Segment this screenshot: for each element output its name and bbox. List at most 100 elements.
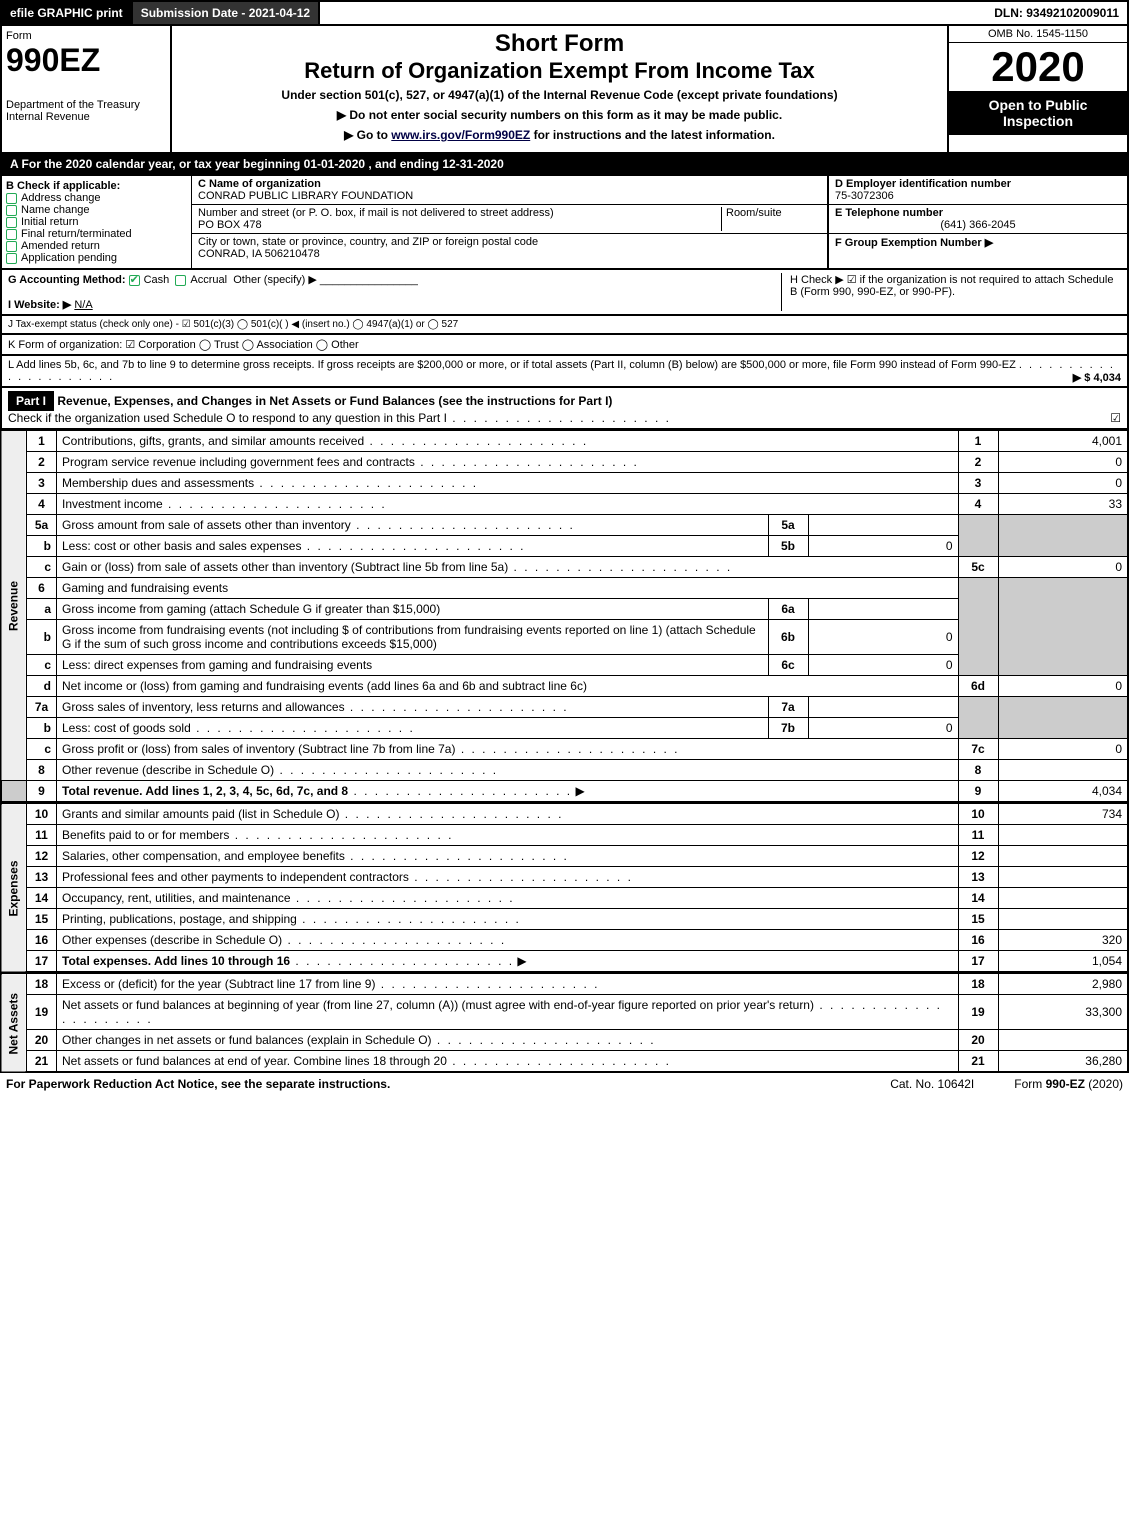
expenses-table: Expenses 10Grants and similar amounts pa… bbox=[0, 803, 1129, 973]
section-B: B Check if applicable: Address change Na… bbox=[2, 176, 192, 268]
ln7a-val bbox=[808, 697, 958, 718]
chk-final-return[interactable] bbox=[6, 229, 17, 240]
efile-print-button[interactable]: efile GRAPHIC print bbox=[2, 2, 133, 24]
g-label: G Accounting Method: bbox=[8, 274, 126, 286]
ln7b-desc: Less: cost of goods sold bbox=[62, 721, 191, 735]
section-DEF: D Employer identification number 75-3072… bbox=[827, 176, 1127, 268]
ln13-desc: Professional fees and other payments to … bbox=[62, 870, 409, 884]
form-header: Form 990EZ Department of the Treasury In… bbox=[0, 26, 1129, 154]
pra-notice: For Paperwork Reduction Act Notice, see … bbox=[6, 1077, 390, 1091]
ln3-desc: Membership dues and assessments bbox=[62, 476, 254, 490]
ln17-val: 1,054 bbox=[998, 951, 1128, 973]
ln5c-desc: Gain or (loss) from sale of assets other… bbox=[62, 560, 508, 574]
ln10-val: 734 bbox=[998, 804, 1128, 825]
c-city-label: City or town, state or province, country… bbox=[198, 236, 538, 248]
netassets-table: Net Assets 18Excess or (deficit) for the… bbox=[0, 973, 1129, 1073]
ln20-desc: Other changes in net assets or fund bala… bbox=[62, 1033, 432, 1047]
g-other: Other (specify) ▶ bbox=[233, 274, 317, 286]
l-text: L Add lines 5b, 6c, and 7b to line 9 to … bbox=[8, 359, 1016, 371]
part1-checked: ☑ bbox=[1110, 411, 1121, 425]
dln: DLN: 93492102009011 bbox=[986, 2, 1127, 24]
part1-check-text: Check if the organization used Schedule … bbox=[8, 411, 447, 425]
subtitle: Under section 501(c), 527, or 4947(a)(1)… bbox=[180, 88, 939, 102]
ln2-val: 0 bbox=[998, 452, 1128, 473]
form-word: Form bbox=[6, 30, 166, 42]
chk-amended[interactable] bbox=[6, 241, 17, 252]
ln1-ref: 1 bbox=[958, 431, 998, 452]
chk-name-change[interactable] bbox=[6, 205, 17, 216]
ln7a-desc: Gross sales of inventory, less returns a… bbox=[62, 700, 345, 714]
goto-pre: ▶ Go to bbox=[344, 128, 391, 142]
ln3-val: 0 bbox=[998, 473, 1128, 494]
b-final: Final return/terminated bbox=[21, 228, 132, 240]
ln20-val bbox=[998, 1030, 1128, 1051]
row-J: J Tax-exempt status (check only one) - ☑… bbox=[0, 316, 1129, 335]
ln18-val: 2,980 bbox=[998, 974, 1128, 995]
tax-year: 2020 bbox=[949, 43, 1127, 91]
ln6b-val: 0 bbox=[808, 620, 958, 655]
irs-link[interactable]: www.irs.gov/Form990EZ bbox=[391, 128, 530, 142]
ln1-num: 1 bbox=[27, 431, 57, 452]
ln1-desc: Contributions, gifts, grants, and simila… bbox=[62, 434, 364, 448]
org-info-grid: B Check if applicable: Address change Na… bbox=[0, 176, 1129, 270]
ln6c-desc: Less: direct expenses from gaming and fu… bbox=[62, 658, 372, 672]
ln6d-desc: Net income or (loss) from gaming and fun… bbox=[62, 679, 587, 693]
phone-value: (641) 366-2045 bbox=[835, 219, 1121, 231]
b-pending: Application pending bbox=[21, 252, 117, 264]
ln8-val bbox=[998, 760, 1128, 781]
g-cash: Cash bbox=[144, 274, 170, 286]
chk-accrual[interactable] bbox=[175, 275, 186, 286]
l-amount: ▶ $ 4,034 bbox=[1073, 371, 1121, 384]
row-K: K Form of organization: ☑ Corporation ◯ … bbox=[0, 335, 1129, 356]
ln16-desc: Other expenses (describe in Schedule O) bbox=[62, 933, 282, 947]
b-initial: Initial return bbox=[21, 216, 78, 228]
short-form-title: Short Form bbox=[180, 30, 939, 58]
chk-cash[interactable] bbox=[129, 275, 140, 286]
row-L: L Add lines 5b, 6c, and 7b to line 9 to … bbox=[0, 356, 1129, 388]
ln6-desc: Gaming and fundraising events bbox=[57, 578, 959, 599]
part1-heading: Revenue, Expenses, and Changes in Net As… bbox=[57, 394, 612, 408]
chk-initial-return[interactable] bbox=[6, 217, 17, 228]
b-addr: Address change bbox=[21, 192, 101, 204]
ln14-val bbox=[998, 888, 1128, 909]
revenue-table: Revenue 1 Contributions, gifts, grants, … bbox=[0, 430, 1129, 803]
f-group-label: F Group Exemption Number ▶ bbox=[835, 237, 993, 249]
b-label: B Check if applicable: bbox=[6, 180, 187, 192]
ln5b-desc: Less: cost or other basis and sales expe… bbox=[62, 539, 301, 553]
ln9-desc: Total revenue. Add lines 1, 2, 3, 4, 5c,… bbox=[62, 784, 348, 798]
h-box: H Check ▶ ☑ if the organization is not r… bbox=[781, 273, 1121, 311]
chk-pending[interactable] bbox=[6, 253, 17, 264]
ssn-note: ▶ Do not enter social security numbers o… bbox=[180, 108, 939, 122]
ln2-desc: Program service revenue including govern… bbox=[62, 455, 415, 469]
form-code: 990EZ bbox=[6, 42, 166, 79]
ln6c-val: 0 bbox=[808, 655, 958, 676]
chk-address-change[interactable] bbox=[6, 193, 17, 204]
i-label: I Website: ▶ bbox=[8, 299, 71, 311]
org-name: CONRAD PUBLIC LIBRARY FOUNDATION bbox=[198, 190, 413, 202]
omb-number: OMB No. 1545-1150 bbox=[949, 26, 1127, 43]
ln7b-val: 0 bbox=[808, 718, 958, 739]
ln1-val: 4,001 bbox=[998, 431, 1128, 452]
ln21-desc: Net assets or fund balances at end of ye… bbox=[62, 1054, 447, 1068]
c-name-label: C Name of organization bbox=[198, 178, 321, 190]
netassets-label: Net Assets bbox=[1, 974, 27, 1073]
ln5c-val: 0 bbox=[998, 557, 1128, 578]
cat-no: Cat. No. 10642I bbox=[890, 1077, 974, 1091]
e-phone-label: E Telephone number bbox=[835, 207, 943, 219]
c-street-label: Number and street (or P. O. box, if mail… bbox=[198, 207, 554, 219]
return-title: Return of Organization Exempt From Incom… bbox=[180, 58, 939, 84]
ln11-desc: Benefits paid to or for members bbox=[62, 828, 229, 842]
ln7c-val: 0 bbox=[998, 739, 1128, 760]
ln4-val: 33 bbox=[998, 494, 1128, 515]
footer: For Paperwork Reduction Act Notice, see … bbox=[0, 1073, 1129, 1095]
website-value: N/A bbox=[74, 299, 92, 311]
room-suite-label: Room/suite bbox=[721, 207, 821, 231]
ln6a-val bbox=[808, 599, 958, 620]
ln11-val bbox=[998, 825, 1128, 846]
ln7c-desc: Gross profit or (loss) from sales of inv… bbox=[62, 742, 455, 756]
ln6a-desc: Gross income from gaming (attach Schedul… bbox=[62, 602, 440, 616]
ln21-val: 36,280 bbox=[998, 1051, 1128, 1073]
b-name: Name change bbox=[21, 204, 90, 216]
goto-note: ▶ Go to www.irs.gov/Form990EZ for instru… bbox=[180, 128, 939, 142]
expenses-label: Expenses bbox=[1, 804, 27, 973]
